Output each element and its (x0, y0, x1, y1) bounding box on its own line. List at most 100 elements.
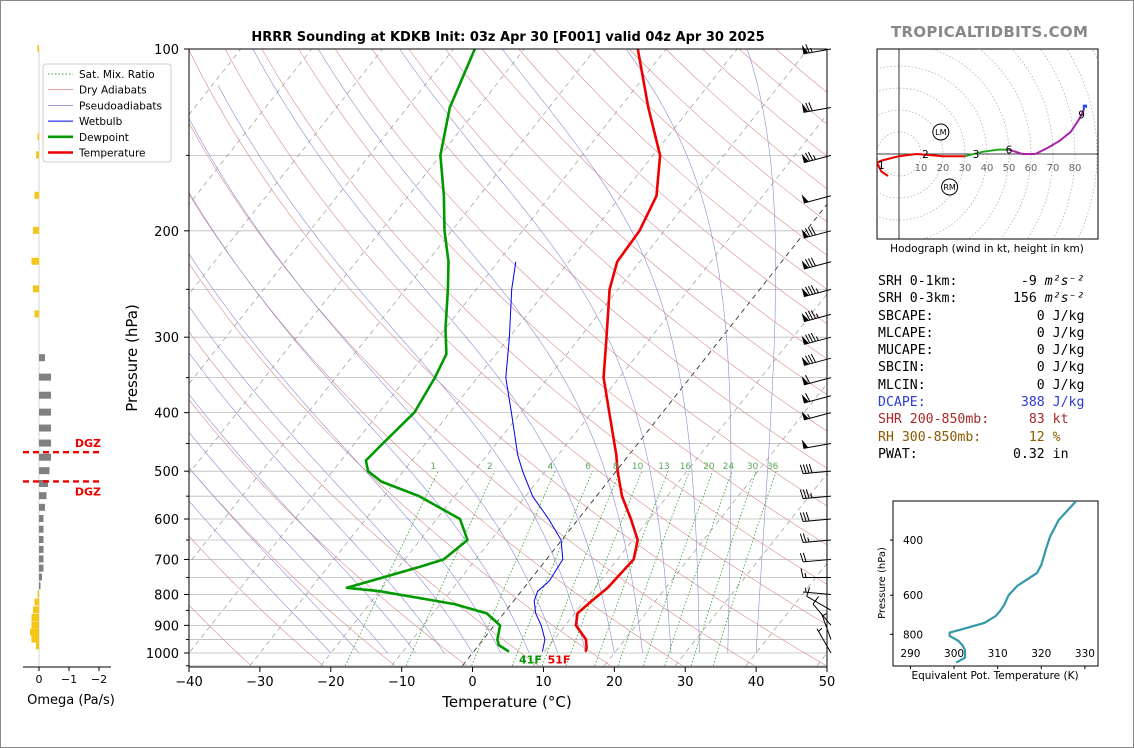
hodograph-ring-label: 50 (1003, 163, 1016, 174)
parameter-row: DCAPE: 388 J/kg (878, 394, 1084, 411)
omega-bar (39, 453, 51, 461)
barb-staff (820, 613, 832, 640)
dry-adiabat (408, 49, 827, 432)
parameter-value: 0 (989, 308, 1045, 324)
mixing-ratio-label: 6 (585, 462, 591, 472)
barb-full (805, 393, 811, 402)
mixing-ratio-line (690, 471, 757, 666)
omega-tick-label: −1 (61, 673, 77, 686)
barb-full (810, 353, 816, 363)
barb-full (810, 310, 816, 319)
dgz-label: DGZ (75, 485, 101, 498)
parameter-unit: J/kg (1044, 308, 1085, 324)
hodograph-ring-label: 10 (915, 163, 928, 174)
barb-staff (803, 518, 832, 522)
omega-bar (34, 191, 39, 199)
x-tick-label: −30 (246, 675, 273, 690)
hodograph-inner: 10 20 30 40 50 60 70 80 1 2 3 6 9 LM RM (877, 49, 1098, 239)
dry-adiabat (189, 262, 611, 667)
mixing-ratio-label: 36 (767, 462, 779, 472)
barb-staff (803, 261, 832, 270)
barb-full (805, 44, 810, 54)
theta-e-x-tick-label: 330 (1075, 648, 1095, 660)
legend-label: Sat. Mix. Ratio (79, 69, 155, 81)
omega-bar (39, 479, 48, 487)
hodograph-height-label: 6 (1006, 145, 1013, 157)
omega-bar (39, 354, 45, 362)
pseudoadiabat (626, 49, 732, 653)
mixing-ratio-line (344, 471, 439, 666)
barb-half (807, 537, 810, 543)
x-tick-label: −40 (175, 675, 202, 690)
barb-flag (801, 287, 809, 297)
storm-motion-label: RM (943, 183, 956, 192)
skewt-axes: −40 −30 −20 −10 0 10 20 30 40 50 100 200 300 400 500 60… (146, 43, 835, 690)
barb-half (804, 587, 807, 593)
x-tick-label: −10 (388, 675, 415, 690)
barb-full (805, 489, 810, 499)
theta-e-xlabel: Equivalent Pot. Temperature (K) (911, 670, 1078, 682)
parameter-label: SBCAPE: (878, 308, 990, 324)
dgz-label: DGZ (75, 437, 101, 450)
barb-full (802, 512, 807, 522)
wind-barb (801, 353, 832, 366)
isotherm (391, 114, 827, 667)
barb-staff (803, 470, 832, 475)
barb-half (810, 493, 813, 498)
omega-bar (39, 564, 44, 572)
barb-flag (801, 335, 809, 345)
wind-barb (799, 463, 832, 475)
mixing-ratio-line (565, 471, 643, 666)
parameter-row: SRH 0-3km: 156 m²s⁻² (878, 290, 1084, 307)
barb-full (805, 311, 811, 321)
dry-adiabat (189, 535, 324, 667)
hodograph-segment (964, 148, 1009, 158)
wind-barb (801, 102, 832, 113)
barb-flag (801, 312, 809, 322)
omega-bar (37, 45, 39, 52)
x-axis-label: Temperature (°C) (441, 693, 571, 711)
parameter-label: DCAPE: (878, 395, 990, 411)
legend-label: Dewpoint (79, 132, 129, 144)
theta-e-inner (948, 501, 1078, 664)
barb-full (807, 151, 814, 161)
omega-bar (37, 590, 39, 598)
storm-motion-label: LM (935, 128, 946, 137)
barb-staff (803, 395, 832, 404)
dry-adiabat (189, 467, 396, 667)
hodograph-height-label: 9 (1078, 109, 1085, 121)
legend-label: Temperature (78, 148, 146, 160)
dry-adiabat (224, 49, 827, 626)
barb-half (815, 288, 819, 293)
barb-staff (816, 628, 832, 654)
pseudoadiabat (189, 306, 473, 654)
parameter-value: -9 (989, 274, 1037, 289)
parameter-unit: J/kg (1044, 395, 1085, 411)
barb-full (799, 533, 804, 543)
barb-full (806, 587, 810, 597)
mixing-ratio-line (617, 471, 690, 666)
barb-flag (801, 194, 809, 204)
y-tick-label: 500 (154, 465, 179, 480)
hodograph-height-label: 2 (922, 149, 929, 161)
barb-full (805, 355, 811, 365)
storm-motion-marker (932, 123, 950, 141)
hodograph-ring-label: 40 (981, 163, 994, 174)
omega-bar (33, 226, 39, 234)
theta-e-x-tick-label: 300 (944, 648, 964, 660)
barb-full (805, 259, 811, 268)
y-tick-label: 700 (154, 553, 179, 568)
barb-flag (801, 260, 809, 269)
pseudoadiabat (189, 352, 445, 654)
theta-e-x-tick-label: 310 (988, 648, 1008, 660)
y-tick-label: 900 (154, 619, 179, 634)
parameter-value: 0 (989, 325, 1045, 341)
hodograph-segment (1082, 104, 1087, 110)
barb-flag (801, 439, 809, 449)
parameter-value: 83 (989, 412, 1045, 428)
parameter-unit: J/kg (1044, 325, 1085, 341)
pseudoadiabat (189, 467, 360, 654)
wind-barb (800, 568, 831, 579)
barb-staff (803, 288, 832, 298)
hodograph-ring-label: 70 (1047, 163, 1060, 174)
